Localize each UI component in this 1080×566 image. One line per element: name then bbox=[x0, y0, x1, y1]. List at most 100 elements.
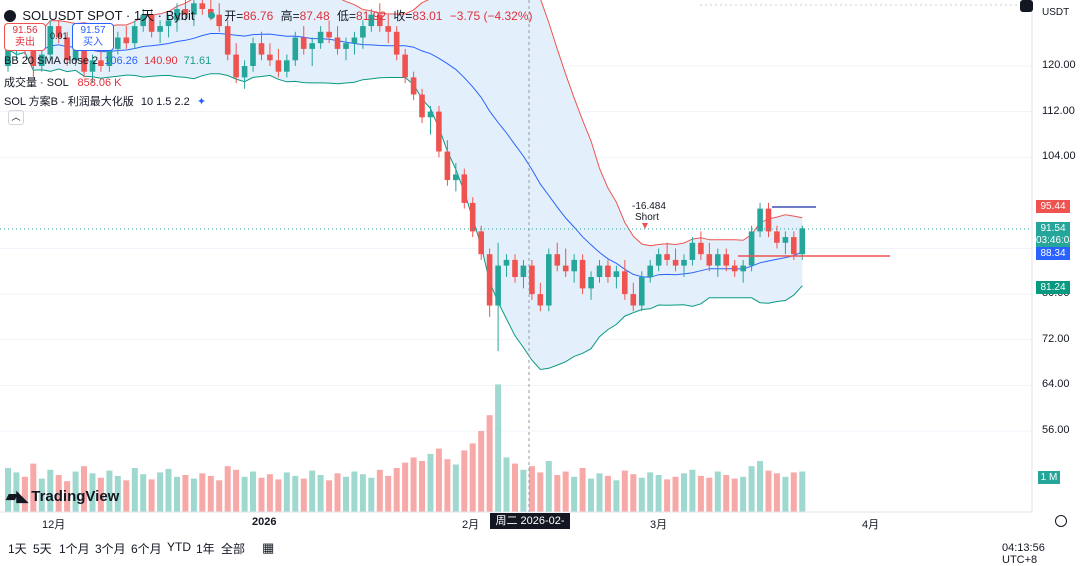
candle-body bbox=[241, 66, 248, 78]
candle-body bbox=[698, 242, 704, 255]
volume-bar bbox=[452, 464, 459, 512]
candle-body bbox=[715, 254, 721, 266]
volume-bar bbox=[5, 468, 11, 512]
high-label: 高= bbox=[280, 9, 300, 23]
date-range-calendar-icon[interactable]: ▦ bbox=[262, 540, 275, 555]
candle-body bbox=[368, 14, 375, 27]
volume-bar bbox=[207, 475, 214, 512]
candle-body bbox=[393, 31, 400, 55]
candle-body bbox=[436, 111, 442, 152]
timeframe-button[interactable]: YTD bbox=[167, 540, 191, 554]
market-open-dot-icon bbox=[207, 12, 215, 19]
volume-bar bbox=[38, 478, 45, 512]
time-tick-label: 4月 bbox=[862, 519, 880, 531]
timezone-label[interactable]: 04:13:56 UTC+8 bbox=[1002, 542, 1045, 566]
candle-body bbox=[64, 37, 70, 61]
candle bbox=[655, 248, 662, 272]
candle bbox=[98, 48, 104, 72]
volume-bar bbox=[376, 469, 383, 512]
candle bbox=[148, 8, 155, 38]
candle bbox=[300, 26, 307, 55]
volume-bar bbox=[334, 473, 341, 512]
symbol-settings-icon[interactable] bbox=[1020, 0, 1033, 12]
candle-body bbox=[427, 111, 434, 118]
time-tick-label: 3月 bbox=[650, 519, 668, 531]
candle-body bbox=[402, 54, 408, 78]
candle-body bbox=[554, 254, 561, 266]
tradingview-logo-text: TradingView bbox=[31, 488, 120, 505]
candle-body bbox=[39, 54, 45, 66]
timeframe-button[interactable]: 全部 bbox=[221, 542, 246, 556]
candle-body bbox=[30, 43, 37, 66]
candle bbox=[326, 20, 332, 44]
volume-bar bbox=[199, 473, 206, 512]
symbol-legend: SOLUSDT SPOT · 1天 · Bybit 开=86.76 高=87.4… bbox=[4, 5, 533, 24]
volume-bar bbox=[30, 463, 37, 512]
candle bbox=[731, 259, 738, 278]
timeframe-button[interactable]: 5天 bbox=[33, 542, 52, 556]
candle-body bbox=[326, 31, 332, 38]
volume-legend[interactable]: 成交量 · SOL 858.06 K bbox=[4, 74, 122, 90]
candle bbox=[554, 242, 561, 272]
candle bbox=[706, 242, 713, 272]
candle bbox=[436, 105, 442, 158]
candle bbox=[419, 88, 425, 124]
collapse-legend-chevron-icon[interactable]: ︿ bbox=[8, 110, 24, 125]
volume-name: 成交量 · SOL bbox=[4, 77, 69, 89]
volume-value: 858.06 K bbox=[77, 77, 122, 89]
candle bbox=[791, 231, 797, 260]
open-value: 86.76 bbox=[243, 9, 274, 23]
tradingview-logo[interactable]: ▰◣ TradingView bbox=[6, 487, 119, 505]
candle-body bbox=[98, 60, 104, 66]
candle-body bbox=[689, 242, 696, 260]
candle-body bbox=[605, 265, 611, 277]
candle bbox=[529, 259, 535, 300]
candle bbox=[596, 259, 603, 283]
candle-body bbox=[5, 48, 11, 66]
candle-body bbox=[731, 265, 738, 272]
strategy-legend[interactable]: SOL 方案B - 利润最大化版 10 1.5 2.2 ✦ bbox=[4, 93, 206, 109]
timeframe-button[interactable]: 1天 bbox=[8, 542, 27, 556]
candle bbox=[427, 105, 434, 135]
volume-bar bbox=[317, 475, 324, 512]
bb-basis-value: 106.26 bbox=[104, 55, 138, 67]
candle-body bbox=[461, 174, 468, 203]
volume-bar bbox=[114, 475, 121, 512]
candle-body bbox=[233, 54, 239, 78]
candle bbox=[546, 248, 552, 312]
sell-button[interactable]: 91.56 卖出 bbox=[4, 23, 46, 51]
volume-bar bbox=[613, 480, 620, 512]
candle-body bbox=[309, 43, 315, 49]
volume-bar bbox=[224, 466, 231, 512]
candle-body bbox=[351, 37, 358, 44]
bb-legend[interactable]: BB 20 SMA close 2 106.26 140.90 71.61 bbox=[4, 55, 211, 67]
timeframe-button[interactable]: 3个月 bbox=[95, 542, 126, 556]
candle bbox=[377, 3, 383, 32]
time-axis-settings-icon[interactable] bbox=[1055, 515, 1067, 527]
strategy-settings-icon[interactable]: ✦ bbox=[196, 96, 207, 108]
candle-body bbox=[148, 14, 155, 32]
candle-body bbox=[664, 254, 670, 260]
timeframe-button[interactable]: 1个月 bbox=[59, 542, 90, 556]
volume-bar bbox=[723, 475, 730, 512]
candle bbox=[495, 242, 501, 352]
candle bbox=[165, 14, 172, 38]
candle bbox=[89, 54, 96, 84]
volume-bar bbox=[343, 476, 349, 512]
currency-label[interactable]: USDT bbox=[1042, 7, 1070, 18]
bollinger-basis-line bbox=[7, 33, 803, 278]
bb-lower-value: 71.61 bbox=[183, 55, 212, 67]
candle bbox=[258, 31, 265, 61]
candle bbox=[233, 43, 239, 84]
timeframe-button[interactable]: 1年 bbox=[196, 542, 215, 556]
volume-bar bbox=[106, 470, 113, 512]
candle-body bbox=[55, 26, 62, 38]
volume-bar bbox=[283, 472, 290, 512]
timeframe-button[interactable]: 6个月 bbox=[131, 542, 162, 556]
price-tick-label: 72.00 bbox=[1042, 332, 1070, 345]
candle bbox=[740, 259, 746, 283]
buy-button[interactable]: 91.57 买入 bbox=[72, 23, 114, 51]
volume-bar bbox=[190, 478, 197, 512]
symbol-title[interactable]: SOLUSDT SPOT · 1天 · Bybit bbox=[22, 8, 195, 23]
